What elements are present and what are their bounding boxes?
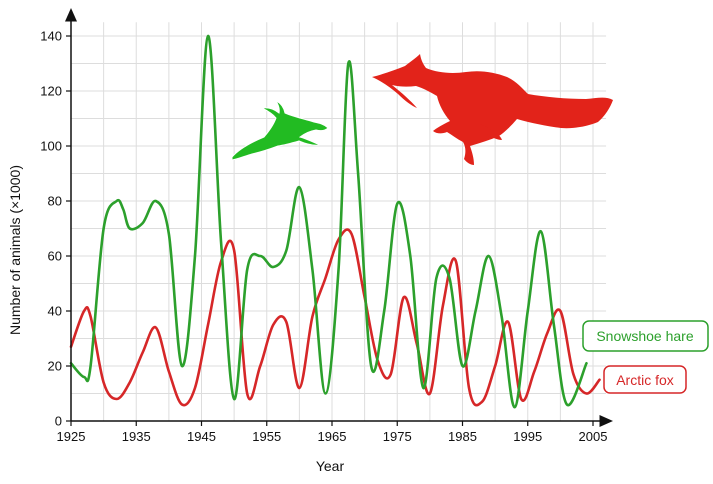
legend-label-hare: Snowshoe hare: [596, 328, 694, 344]
y-tick-label: 0: [55, 414, 62, 429]
series-line-arctic-fox: [69, 228, 601, 407]
legend-item-hare: Snowshoe hare: [582, 320, 709, 352]
x-tick-label: 1985: [448, 429, 477, 444]
y-tick-label: 120: [40, 84, 62, 99]
series-layer: [69, 34, 601, 409]
x-tick-label: 2005: [579, 429, 608, 444]
x-tick-label: 1935: [122, 429, 151, 444]
y-tick-label: 40: [48, 304, 62, 319]
x-tick-label: 1995: [513, 429, 542, 444]
x-tick-label: 1945: [187, 429, 216, 444]
series-line-snowshoe-hare: [69, 34, 588, 409]
legend-label-fox: Arctic fox: [616, 372, 674, 388]
y-tick-label: 140: [40, 29, 62, 44]
y-tick-label: 20: [48, 359, 62, 374]
grid-lines: [71, 22, 607, 421]
x-axis-title: Year: [316, 458, 345, 474]
y-tick-label: 100: [40, 139, 62, 154]
x-tick-label: 1955: [252, 429, 281, 444]
fox-silhouette-icon: [372, 54, 613, 165]
legend: Snowshoe hare Arctic fox: [582, 320, 709, 394]
legend-item-fox: Arctic fox: [603, 365, 687, 394]
axis-ticks: 1925 1935 1945 1955 1965 1975 1985 1995 2005 0 20 4…: [40, 29, 607, 445]
x-tick-label: 1925: [57, 429, 86, 444]
x-tick-label: 1965: [318, 429, 347, 444]
y-tick-label: 80: [48, 194, 62, 209]
y-tick-label: 60: [48, 249, 62, 264]
hare-silhouette-icon: [231, 99, 329, 161]
y-axis-title: Number of animals (×1000): [7, 165, 23, 335]
x-tick-label: 1975: [383, 429, 412, 444]
